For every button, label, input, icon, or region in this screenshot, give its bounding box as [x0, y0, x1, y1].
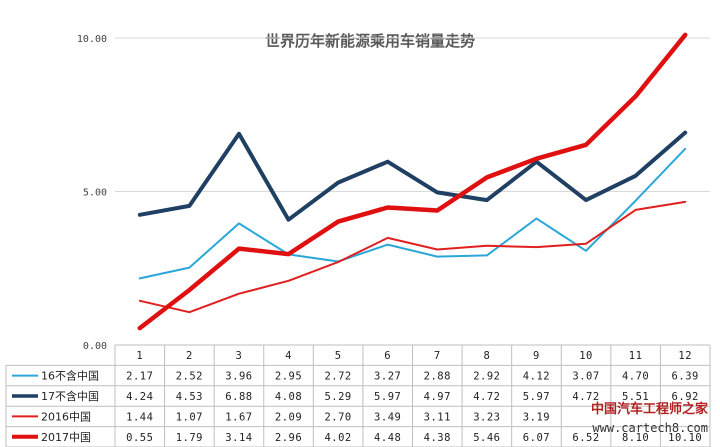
data-label: 2.96	[275, 432, 302, 444]
x-tick-label: 11	[629, 350, 643, 362]
y-tick-label: 10.00	[77, 34, 107, 45]
data-label: 2.92	[473, 371, 500, 383]
x-tick-label: 6	[384, 350, 391, 362]
x-tick-label: 3	[236, 350, 243, 362]
data-label: 6.88	[225, 391, 252, 403]
data-label: 4.38	[424, 432, 451, 444]
y-axis-ticks: 0.00 5.00 10.00	[77, 34, 107, 352]
data-label: 4.97	[424, 391, 451, 403]
legend-entry: 16不含中国	[41, 369, 99, 383]
data-label: 2.52	[176, 371, 203, 383]
data-label: 5.29	[324, 391, 351, 403]
data-label: 2.70	[324, 411, 351, 423]
data-label: 2.09	[275, 411, 302, 423]
data-label: 3.96	[225, 371, 252, 383]
data-label: 6.52	[572, 432, 599, 444]
x-tick-label: 8	[483, 350, 490, 362]
data-label: 8.10	[622, 432, 649, 444]
data-label: 3.07	[572, 371, 599, 383]
data-label: 6.39	[672, 371, 699, 383]
y-tick-label: 5.00	[83, 188, 107, 199]
watermark-line1: 中国汽车工程师之家	[591, 401, 709, 417]
series-line	[138, 200, 687, 314]
legend-entry: 17不含中国	[41, 389, 99, 403]
data-label: 3.23	[473, 411, 500, 423]
data-label: 2.72	[324, 371, 351, 383]
data-label: 1.67	[225, 411, 252, 423]
series-line	[137, 32, 688, 331]
x-tick-label: 1	[136, 350, 143, 362]
series-line	[138, 147, 687, 280]
watermark: 中国汽车工程师之家 www.cartech8.com	[591, 401, 709, 435]
data-label: 2.95	[275, 371, 302, 383]
data-label: 2.17	[126, 371, 153, 383]
data-label: 4.72	[572, 391, 599, 403]
data-label: 3.14	[225, 432, 252, 444]
legend-entry: 2016中国	[41, 410, 91, 423]
data-label: 3.11	[424, 411, 451, 423]
data-label: 5.46	[473, 432, 500, 444]
data-label: 4.72	[473, 391, 500, 403]
data-label: 3.27	[374, 371, 401, 383]
data-label: 1.44	[126, 411, 153, 423]
x-tick-label: 12	[678, 350, 692, 362]
x-tick-label: 5	[335, 350, 342, 362]
series-line	[137, 130, 688, 222]
x-tick-label: 7	[434, 350, 441, 362]
watermark-line2: www.cartech8.com	[592, 421, 708, 435]
chart-title: 世界历年新能源乘用车销量走势	[265, 32, 475, 50]
data-label: 3.49	[374, 411, 401, 423]
x-tick-label: 2	[186, 350, 193, 362]
data-label: 1.07	[176, 411, 203, 423]
legend-entry: 2017中国	[41, 431, 91, 444]
data-label: 10.10	[668, 432, 702, 444]
data-label: 4.70	[622, 371, 649, 383]
data-label: 3.19	[523, 411, 550, 423]
y-tick-label: 0.00	[83, 341, 107, 352]
data-label: 0.55	[126, 432, 153, 444]
data-label: 6.07	[523, 432, 550, 444]
data-label: 4.24	[126, 391, 153, 403]
x-tick-label: 10	[579, 350, 593, 362]
data-label: 4.08	[275, 391, 302, 403]
x-tick-label: 9	[533, 350, 540, 362]
data-label: 4.48	[374, 432, 401, 444]
data-label: 6.92	[672, 391, 699, 403]
data-label: 1.79	[176, 432, 203, 444]
data-label: 5.97	[523, 391, 550, 403]
x-tick-label: 4	[285, 350, 292, 362]
data-label: 4.53	[176, 391, 203, 403]
data-label: 4.02	[324, 432, 351, 444]
data-label: 2.88	[424, 371, 451, 383]
data-label: 4.12	[523, 371, 550, 383]
data-label: 5.97	[374, 391, 401, 403]
series-lines	[137, 32, 688, 331]
data-label: 5.51	[622, 391, 649, 403]
